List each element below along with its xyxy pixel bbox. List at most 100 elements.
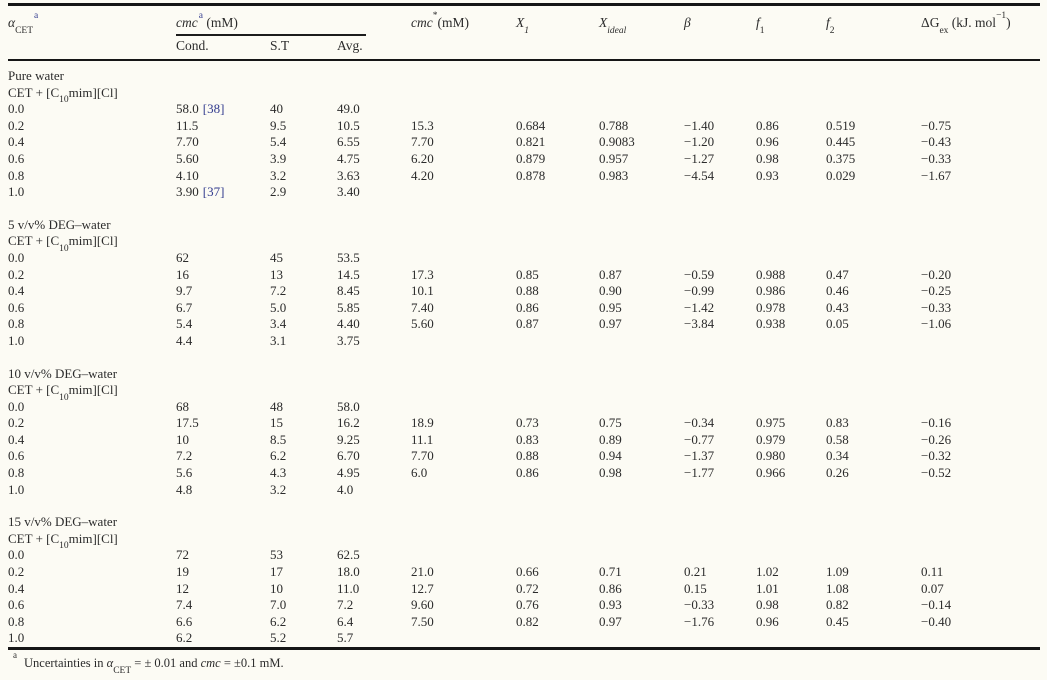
table-row: 0.2 19 17 18.0 21.0 0.66 0.71 0.21 1.02 1.09 0.11 (8, 564, 1040, 581)
cell-dgex: −0.32 (921, 448, 952, 464)
footnote-marker-a: a (198, 10, 203, 21)
cell-alpha: 0.8 (8, 316, 25, 332)
table-row: 0.0 62 45 53.5 (8, 250, 1040, 267)
cell-st: 3.2 (270, 167, 287, 183)
cell-f2: 0.445 (826, 134, 856, 150)
cell-f2 (826, 101, 921, 118)
cell-f2: 1.09 (826, 564, 849, 580)
cell-avg: 10.5 (337, 117, 360, 133)
cell-beta: −0.33 (684, 597, 715, 613)
cell-dgex: 0.07 (921, 580, 944, 596)
results-table: αCETa cmca (mM) cmc*(mM) X1 Xideal β f1 … (8, 3, 1041, 650)
table-body: Pure water CET + [C10mim][Cl] 0.0 58.0 [38] 4… (8, 60, 1040, 649)
cell-dgex: −0.52 (921, 465, 952, 481)
cell-dgex: −0.33 (921, 299, 952, 315)
table-row: 0.6 7.4 7.0 7.2 9.60 0.76 0.93 −0.33 0.98 0.82 −0.… (8, 597, 1040, 614)
cell-cond: 7.70 (176, 134, 199, 150)
table-row: 0.6 5.60 3.9 4.75 6.20 0.879 0.957 −1.27 0.98 0.3… (8, 151, 1040, 168)
cell-cmcstar: 10.1 (411, 283, 434, 299)
cell-f2: 0.45 (826, 613, 849, 629)
cell-f2: 0.58 (826, 431, 849, 447)
cell-cond: 7.2 (176, 448, 193, 464)
cell-cmcstar: 7.70 (411, 134, 434, 150)
cell-x1: 0.87 (516, 316, 539, 332)
system-label: CET + [C10mim][Cl] (8, 233, 118, 254)
cell-f1: 0.986 (756, 283, 786, 299)
cell-dgex: −0.75 (921, 117, 952, 133)
cell-avg: 53.5 (337, 249, 360, 265)
cell-avg: 8.45 (337, 283, 360, 299)
footnote-text: = ±0.1 mM. (220, 656, 284, 670)
cell-avg: 3.40 (337, 184, 360, 200)
cell-dgex: −1.67 (921, 167, 952, 183)
cell-xideal (599, 184, 684, 201)
cell-cmcstar: 5.60 (411, 316, 434, 332)
citation-link[interactable]: [37] (202, 184, 225, 200)
cell-xideal (599, 482, 684, 499)
cell-dgex: −0.16 (921, 415, 952, 431)
cell-avg: 9.25 (337, 431, 360, 447)
cell-cmcstar (411, 482, 516, 499)
section-spacer (8, 350, 1040, 366)
cell-alpha: 1.0 (8, 630, 25, 646)
table-row: 0.0 72 53 62.5 (8, 547, 1040, 564)
cell-dgex (921, 630, 1040, 648)
cell-beta: −1.76 (684, 613, 715, 629)
cell-alpha: 0.8 (8, 465, 25, 481)
cell-f1: 0.978 (756, 299, 786, 315)
cell-f2: 0.029 (826, 167, 856, 183)
cell-x1: 0.88 (516, 448, 539, 464)
cell-beta: −1.77 (684, 465, 715, 481)
cell-cond: 6.2 (176, 630, 193, 646)
cell-x1 (516, 482, 599, 499)
subheader-empty (516, 36, 600, 61)
cell-f2: 0.46 (826, 283, 849, 299)
cell-st: 8.5 (270, 431, 287, 447)
cell-f1 (756, 184, 826, 201)
cell-cmcstar: 21.0 (411, 564, 434, 580)
system-label-row: CET + [C10mim][Cl] (8, 382, 1040, 402)
cell-f1 (756, 399, 826, 416)
cell-x1: 0.76 (516, 597, 539, 613)
cell-st: 17 (270, 564, 283, 580)
cell-xideal: 0.97 (599, 613, 622, 629)
cell-f1: 0.93 (756, 167, 779, 183)
cell-xideal: 0.98 (599, 465, 622, 481)
cell-xideal (599, 399, 684, 416)
table-row: 1.0 4.8 3.2 4.0 (8, 482, 1040, 499)
footnote-marker-a: a (13, 649, 17, 660)
cell-beta: −1.40 (684, 117, 715, 133)
cell-beta (684, 547, 756, 564)
cell-avg: 4.40 (337, 316, 360, 332)
cell-cond: 5.60 (176, 150, 199, 166)
cell-st: 7.2 (270, 283, 287, 299)
cell-avg: 6.55 (337, 134, 360, 150)
cell-alpha: 0.2 (8, 266, 25, 282)
footnote-text: = ± 0.01 and (131, 656, 201, 670)
cell-beta: −4.54 (684, 167, 715, 183)
system-label: CET + [C10mim][Cl] (8, 530, 118, 552)
cell-cmcstar: 18.9 (411, 415, 434, 431)
system-label-row: CET + [C10mim][Cl] (8, 530, 1040, 552)
cell-x1 (516, 184, 599, 201)
footnote-text: Uncertainties in (24, 656, 107, 670)
cell-xideal: 0.75 (599, 415, 622, 431)
cell-xideal: 0.89 (599, 431, 622, 447)
cell-beta: 0.15 (684, 580, 707, 596)
cell-alpha: 0.8 (8, 167, 25, 183)
citation-link[interactable]: [38] (202, 101, 225, 117)
cell-x1: 0.86 (516, 465, 539, 481)
cell-f1 (756, 101, 826, 118)
col-header-cond: Cond. (176, 36, 270, 61)
cell-avg: 14.5 (337, 266, 360, 282)
cell-avg: 4.95 (337, 465, 360, 481)
cell-avg: 4.75 (337, 150, 360, 166)
cell-cmcstar: 12.7 (411, 580, 434, 596)
cell-cmcstar: 17.3 (411, 266, 434, 282)
cell-x1 (516, 250, 599, 267)
alpha-symbol: α (106, 656, 114, 670)
cell-cond: 6.6 (176, 613, 193, 629)
cell-cond: 4.4 (176, 332, 193, 348)
cell-dgex (921, 547, 1040, 564)
cell-cmcstar: 4.20 (411, 167, 434, 183)
